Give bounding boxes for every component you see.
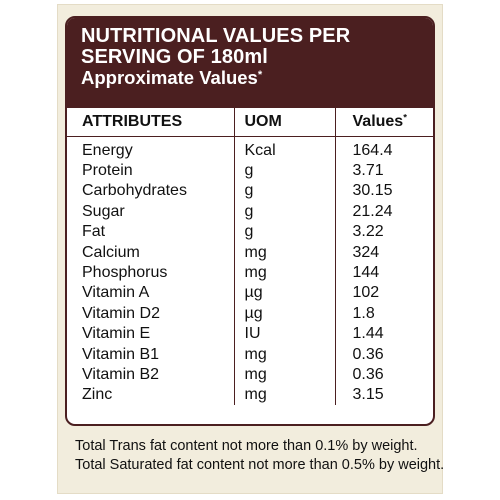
cell-uom: µg (233, 282, 336, 304)
table-row: Sugar g 21.24 (67, 201, 433, 222)
cell-uom: mg (233, 343, 336, 365)
table-row: Energy Kcal 164.4 (67, 136, 433, 161)
cell-attribute: Protein (82, 162, 133, 180)
cell-value: 144 (352, 264, 380, 282)
approx-text: Approximate Values (81, 67, 258, 88)
cell-attribute: Carbohydrates (82, 182, 187, 200)
table-row: Vitamin B1 mg 0.36 (67, 343, 433, 365)
cell-value: 102 (352, 284, 380, 302)
table-row: Vitamin B2 mg 0.36 (67, 364, 433, 385)
cell-uom: g (233, 221, 336, 242)
header-title-line-1: NUTRITIONAL VALUES PER (81, 25, 351, 47)
table-row: Zinc mg 3.15 (67, 384, 433, 406)
cell-uom: µg (233, 303, 336, 324)
cell-value: 1.44 (352, 325, 384, 343)
cell-attribute: Sugar (82, 202, 125, 220)
nutrition-panel: NUTRITIONAL VALUES PER SERVING OF 180ml … (65, 16, 435, 426)
cell-attribute: Fat (82, 223, 106, 241)
table-row: Vitamin A µg 102 (67, 282, 433, 304)
values-header-text: Values (352, 113, 404, 130)
column-header-attributes: ATTRIBUTES (67, 108, 234, 137)
cell-uom: mg (233, 364, 336, 385)
cell-uom: g (233, 160, 336, 181)
cell-uom: mg (233, 384, 336, 406)
cell-value: 324 (352, 243, 380, 261)
values-header-asterisk: * (403, 112, 407, 124)
cell-attribute: Vitamin B1 (82, 345, 160, 363)
cell-value: 3.22 (352, 223, 384, 241)
cell-value: 3.71 (352, 162, 384, 180)
cell-attribute: Vitamin A (82, 284, 150, 302)
cell-value: 1.8 (352, 304, 375, 322)
table-row: Vitamin D2 µg 1.8 (67, 303, 433, 324)
cell-uom: g (233, 180, 336, 202)
header-approximate-values: Approximate Values* (81, 68, 433, 88)
footnote-trans-fat: Total Trans fat content not more than 0.… (75, 438, 418, 454)
cell-attribute: Calcium (82, 243, 140, 261)
table-row: Phosphorus mg 144 (67, 262, 433, 283)
cell-value: 30.15 (352, 182, 393, 200)
cell-attribute: Zinc (82, 386, 113, 404)
table-row: Calcium mg 324 (67, 241, 433, 263)
cell-value: 21.24 (352, 202, 393, 220)
cell-uom: mg (233, 241, 336, 263)
cell-uom: mg (233, 262, 336, 283)
cell-uom: g (233, 201, 336, 222)
footnote-saturated-fat: Total Saturated fat content not more tha… (75, 457, 445, 473)
cell-value: 164.4 (352, 141, 393, 159)
cell-attribute: Vitamin D2 (82, 304, 160, 322)
header-title-line-2: SERVING OF 180ml (81, 46, 268, 68)
table-row: Vitamin E IU 1.44 (67, 323, 433, 344)
nutrition-header: NUTRITIONAL VALUES PER SERVING OF 180ml … (67, 18, 433, 108)
approx-asterisk: * (257, 68, 263, 81)
table-row: Protein g 3.71 (67, 160, 433, 181)
cell-attribute: Phosphorus (82, 264, 168, 282)
nutrition-table: ATTRIBUTES UOM Values* Energy Kcal 164.4 Pr… (67, 108, 433, 406)
cell-attribute: Energy (82, 141, 133, 159)
cell-value: 0.36 (352, 365, 384, 383)
cell-uom: Kcal (233, 136, 336, 161)
cell-value: 0.36 (352, 345, 384, 363)
table-row: Carbohydrates g 30.15 (67, 180, 433, 202)
cell-attribute: Vitamin E (82, 325, 151, 343)
cell-attribute: Vitamin B2 (82, 365, 160, 383)
column-header-uom: UOM (233, 108, 336, 137)
column-header-values: Values* (335, 108, 433, 137)
table-header-row: ATTRIBUTES UOM Values* (67, 108, 433, 137)
footnotes: Total Trans fat content not more than 0.… (75, 437, 444, 475)
table-body: Energy Kcal 164.4 Protein g 3.71 Carbohydrates… (67, 136, 433, 406)
cell-value: 3.15 (352, 386, 384, 404)
table-row: Fat g 3.22 (67, 221, 433, 242)
cell-uom: IU (233, 323, 336, 344)
